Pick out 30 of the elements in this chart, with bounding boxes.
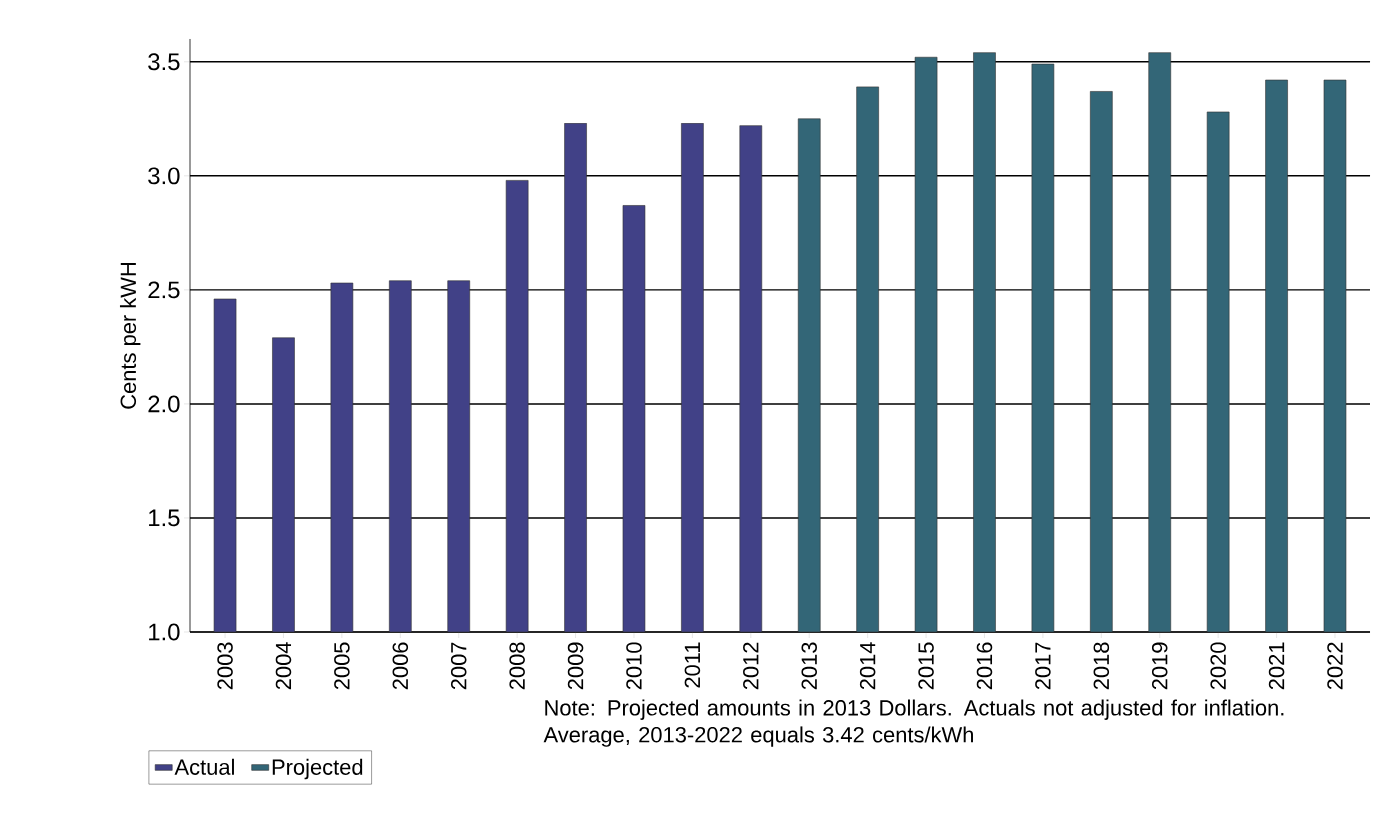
text: Note: Projected amounts in 2013 Dollars. Actuals not adjusted for inflation. Average, 2013-2022 equals 3.42 cents/kWh (543, 699, 1284, 747)
x-tick-label: 2020 (1210, 642, 1226, 690)
x-tick-label: 2014 (859, 642, 876, 690)
x-tick-label: 2022 (1327, 642, 1343, 690)
x-tick-label: 2004 (275, 642, 292, 690)
y-tick-label: 3.5 (148, 53, 180, 71)
x-tick-label: 2003 (217, 642, 233, 690)
x-tick-label: 2011 (684, 642, 701, 688)
legend-label: Actual (174, 758, 234, 775)
y-tick-label: 1.0 (149, 623, 180, 641)
x-tick-label: 2007 (450, 642, 467, 690)
y-tick-label: 1.5 (149, 509, 180, 527)
legend-label: Projected (272, 758, 363, 780)
y-tick-label: 2.0 (148, 395, 180, 413)
x-tick-label: 2015 (918, 642, 934, 690)
y-tick-label: 2.5 (148, 281, 180, 299)
x-tick-label: 2009 (567, 642, 584, 690)
x-tick-label: 2019 (1151, 642, 1168, 690)
x-tick-label: 2012 (743, 642, 759, 690)
x-tick-label: 2018 (1093, 642, 1110, 690)
y-axis-title: Cents per kWH (119, 263, 141, 409)
x-tick-label: 2017 (1035, 642, 1051, 690)
x-tick-label: 2006 (392, 642, 409, 690)
x-tick-label: 2005 (334, 642, 350, 690)
y-tick-label: 3.0 (148, 167, 180, 185)
x-tick-label: 2008 (509, 642, 525, 690)
x-tick-label: 2013 (801, 642, 817, 690)
x-tick-label: 2016 (976, 642, 993, 690)
x-tick-label: 2010 (626, 642, 642, 690)
x-tick-label: 2021 (1268, 642, 1285, 690)
